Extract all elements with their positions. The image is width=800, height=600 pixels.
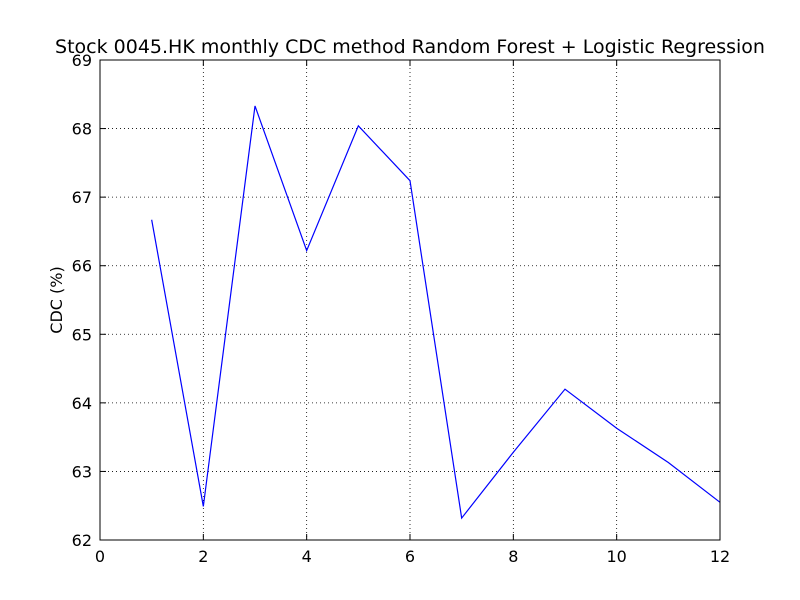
x-tick-label: 12 <box>710 547 730 566</box>
series-lines <box>151 105 721 520</box>
x-tick-label: 10 <box>606 547 626 566</box>
y-tick-label: 68 <box>72 120 92 139</box>
grid <box>100 60 720 540</box>
y-tick-label: 66 <box>72 257 92 276</box>
y-tick-label: 63 <box>72 462 92 481</box>
x-tick-label: 2 <box>198 547 208 566</box>
y-tick-label: 67 <box>72 188 92 207</box>
chart-title: Stock 0045.HK monthly CDC method Random … <box>55 36 765 58</box>
y-tick-label: 65 <box>72 325 92 344</box>
y-tick-label: 64 <box>72 394 92 413</box>
y-axis-label: CDC (%) <box>47 266 66 333</box>
x-tick-label: 6 <box>405 547 415 566</box>
x-tick-label: 0 <box>95 547 105 566</box>
y-tick-label: 62 <box>72 531 92 550</box>
y-tick-label: 69 <box>72 51 92 70</box>
x-tick-label: 8 <box>508 547 518 566</box>
series-line <box>151 105 721 520</box>
x-tick-label: 4 <box>302 547 312 566</box>
